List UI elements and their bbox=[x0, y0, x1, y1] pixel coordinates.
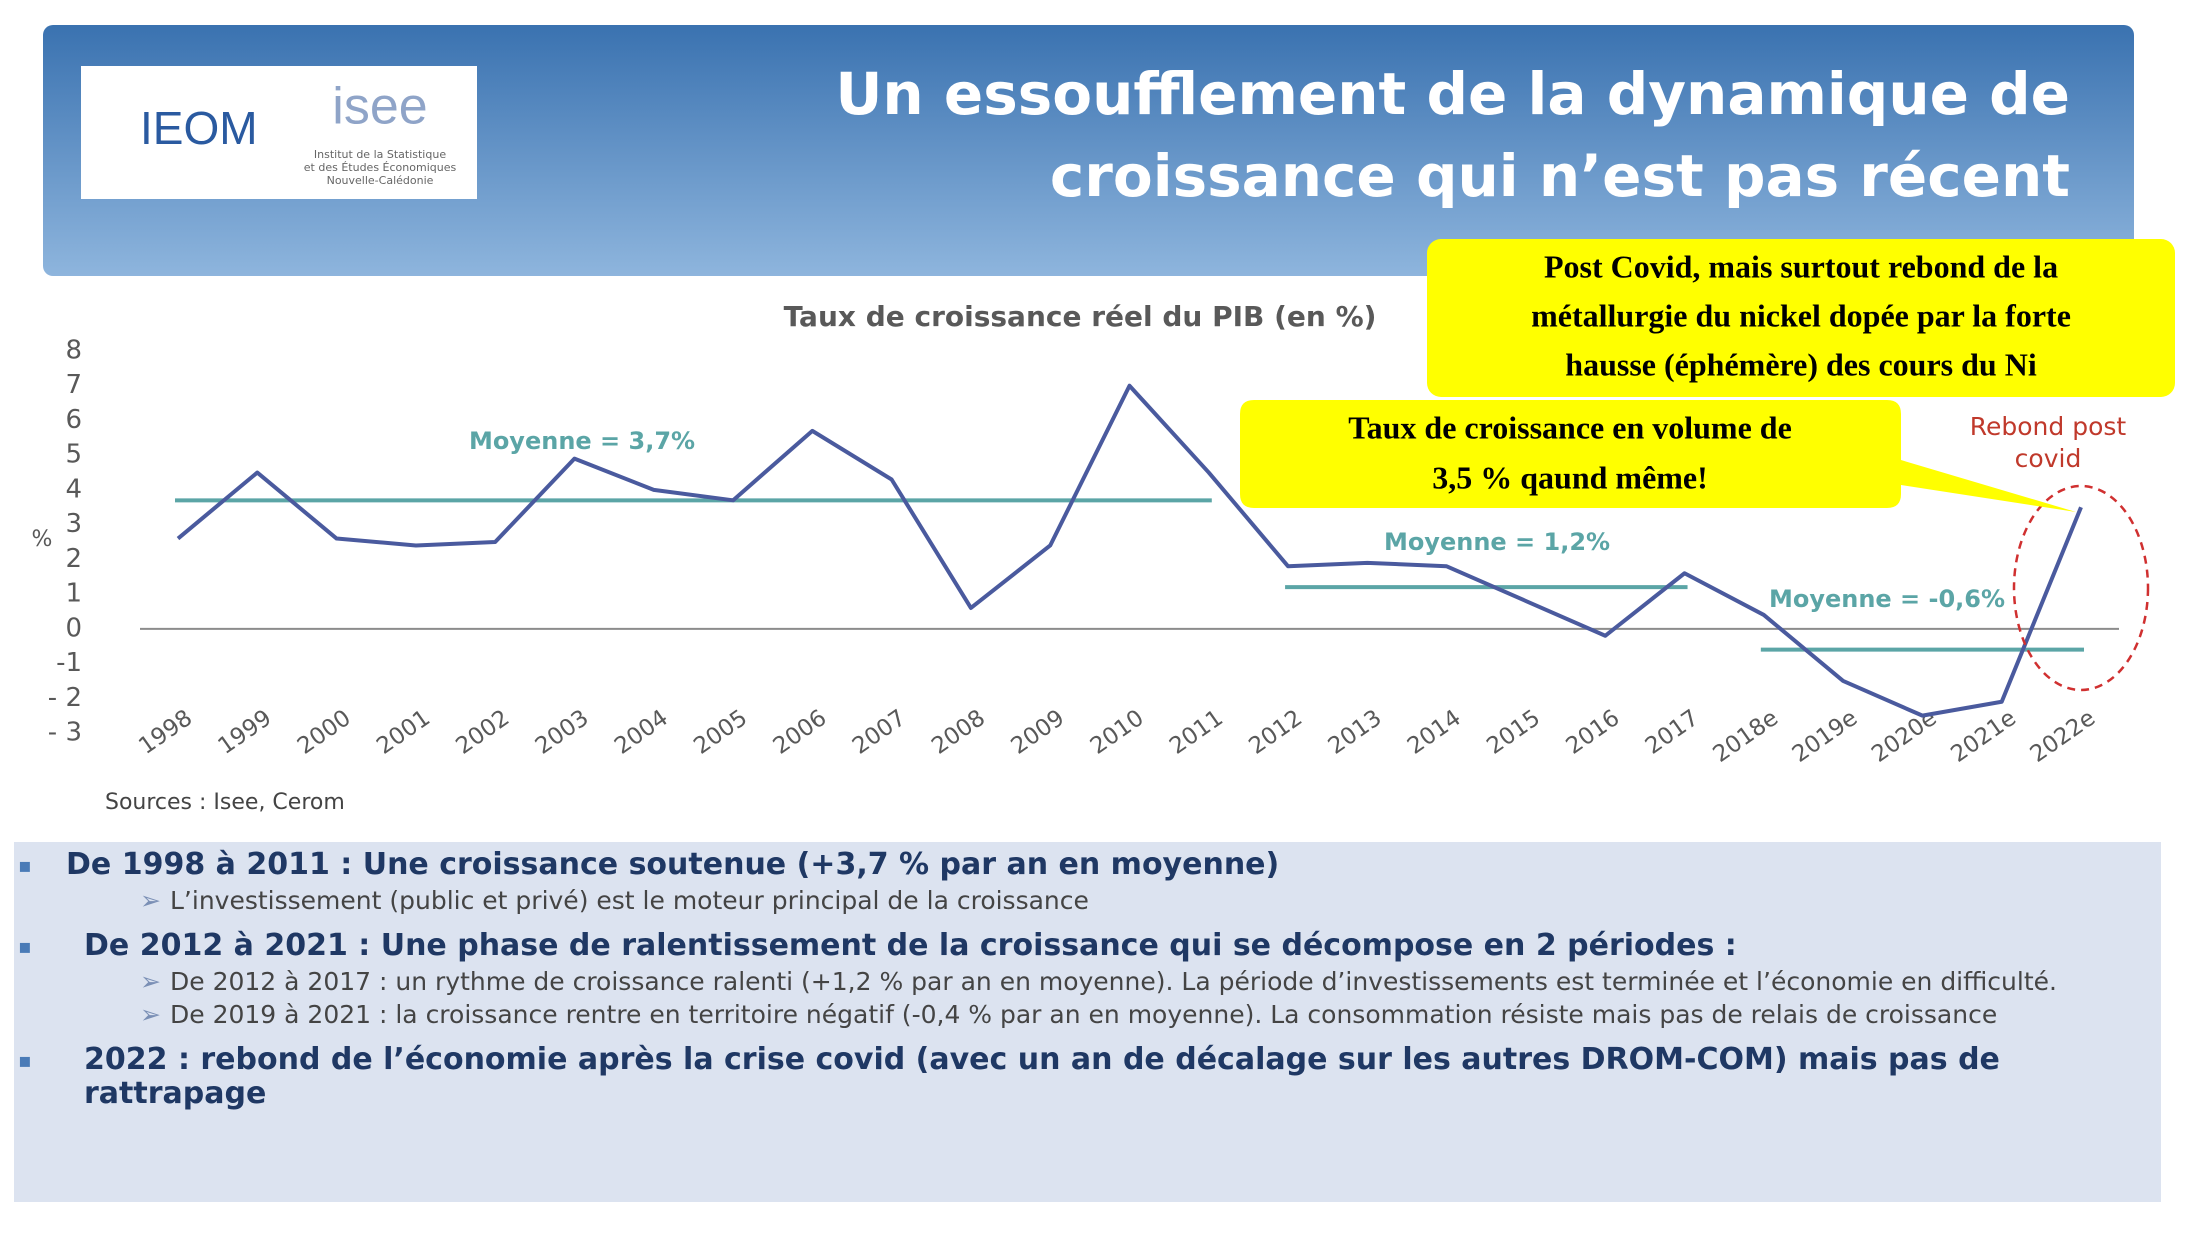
x-tick-label: 1999 bbox=[214, 705, 277, 760]
rebond-label: covid bbox=[2015, 444, 2082, 473]
average-label: Moyenne = 3,7% bbox=[469, 427, 695, 455]
callout-text: métallurgie du nickel dopée par la forte bbox=[1531, 297, 2071, 333]
callout-box bbox=[1240, 400, 2076, 512]
x-tick-label: 2015 bbox=[1482, 705, 1545, 760]
slide-title: Un essoufflement de la dynamique de bbox=[835, 60, 2070, 128]
y-tick-label: - 3 bbox=[48, 718, 82, 748]
y-tick-label: -1 bbox=[56, 648, 82, 678]
x-tick-label: 2004 bbox=[610, 705, 673, 760]
bullets-panel: De 1998 à 2011 : Une croissance soutenue… bbox=[14, 842, 2161, 1202]
x-tick-label: 2000 bbox=[293, 705, 356, 760]
x-tick-label: 2011 bbox=[1165, 705, 1228, 760]
x-tick-label: 2003 bbox=[531, 705, 594, 760]
x-tick-label: 2018e bbox=[1709, 705, 1783, 768]
x-tick-label: 2010 bbox=[1086, 705, 1149, 760]
x-tick-label: 2013 bbox=[1324, 705, 1387, 760]
bullet: De 1998 à 2011 : Une croissance soutenue… bbox=[14, 848, 2137, 883]
slide-title: croissance qui n’est pas récent bbox=[1050, 142, 2070, 210]
logo-box bbox=[81, 66, 477, 199]
y-tick-label: 4 bbox=[65, 474, 82, 504]
logo-caption: et des Études Économiques bbox=[304, 161, 457, 174]
x-tick-label: 2019e bbox=[1788, 705, 1862, 768]
chart-title: Taux de croissance réel du PIB (en %) bbox=[784, 300, 1377, 333]
source: Sources : Isee, Cerom bbox=[105, 790, 345, 815]
callout-box bbox=[1427, 239, 2175, 397]
logo-ieom: IEOM bbox=[140, 102, 258, 154]
bullet: 2022 : rebond de l’économie après la cri… bbox=[14, 1043, 2137, 1111]
average-label: Moyenne = 1,2% bbox=[1384, 528, 1610, 556]
callout-text: 3,5 % qaund même! bbox=[1432, 459, 1708, 495]
bullet: De 2012 à 2021 : Une phase de ralentisse… bbox=[14, 929, 2137, 964]
callout-text: hausse (éphémère) des cours du Ni bbox=[1565, 346, 2037, 382]
logo-caption: Nouvelle-Calédonie bbox=[327, 174, 434, 187]
y-tick-label: 8 bbox=[65, 336, 82, 366]
y-tick-label: - 2 bbox=[48, 683, 82, 713]
x-tick-label: 2022e bbox=[2026, 705, 2100, 768]
x-tick-label: 1998 bbox=[134, 705, 197, 760]
y-tick-label: 5 bbox=[65, 440, 82, 470]
x-tick-label: 2002 bbox=[451, 705, 514, 760]
chart-slide: IEOM isee Institut de la Statistique et … bbox=[32, 25, 2175, 815]
y-tick-label: 6 bbox=[65, 405, 82, 435]
sub-bullet: L’investissement (public et privé) est l… bbox=[14, 886, 2137, 915]
sub-bullet: De 2012 à 2017 : un rythme de croissance… bbox=[14, 967, 2137, 996]
header-banner bbox=[43, 25, 2134, 276]
logo-caption: Institut de la Statistique bbox=[314, 148, 446, 161]
y-tick-label: 2 bbox=[65, 544, 82, 574]
x-tick-label: 2017 bbox=[1641, 705, 1704, 760]
highlight-ellipse bbox=[2012, 484, 2150, 692]
x-tick-label: 2001 bbox=[372, 705, 435, 760]
x-tick-label: 2016 bbox=[1562, 705, 1625, 760]
y-tick-label: 0 bbox=[65, 613, 82, 643]
x-tick-label: 2005 bbox=[689, 705, 752, 760]
average-label: Moyenne = -0,6% bbox=[1769, 585, 2005, 613]
series-line bbox=[176, 383, 2083, 718]
callout-text: Post Covid, mais surtout rebond de la bbox=[1544, 248, 2058, 284]
x-tick-label: 2006 bbox=[769, 705, 832, 760]
y-axis-label: % bbox=[32, 527, 53, 552]
x-tick-label: 2008 bbox=[927, 705, 990, 760]
x-tick-label: 2021e bbox=[1946, 705, 2020, 768]
sub-bullet: De 2019 à 2021 : la croissance rentre en… bbox=[14, 1000, 2137, 1029]
y-tick-label: 7 bbox=[65, 370, 82, 400]
x-tick-label: 2009 bbox=[1007, 705, 1070, 760]
rebond-label: Rebond post bbox=[1970, 412, 2127, 441]
x-tick-label: 2014 bbox=[1403, 705, 1466, 760]
x-tick-label: 2012 bbox=[1244, 705, 1307, 760]
callout-text: Taux de croissance en volume de bbox=[1348, 409, 1792, 445]
x-tick-label: 2007 bbox=[848, 705, 911, 760]
y-tick-label: 3 bbox=[65, 509, 82, 539]
y-tick-label: 1 bbox=[65, 579, 82, 609]
logo-isee: isee bbox=[332, 78, 427, 136]
